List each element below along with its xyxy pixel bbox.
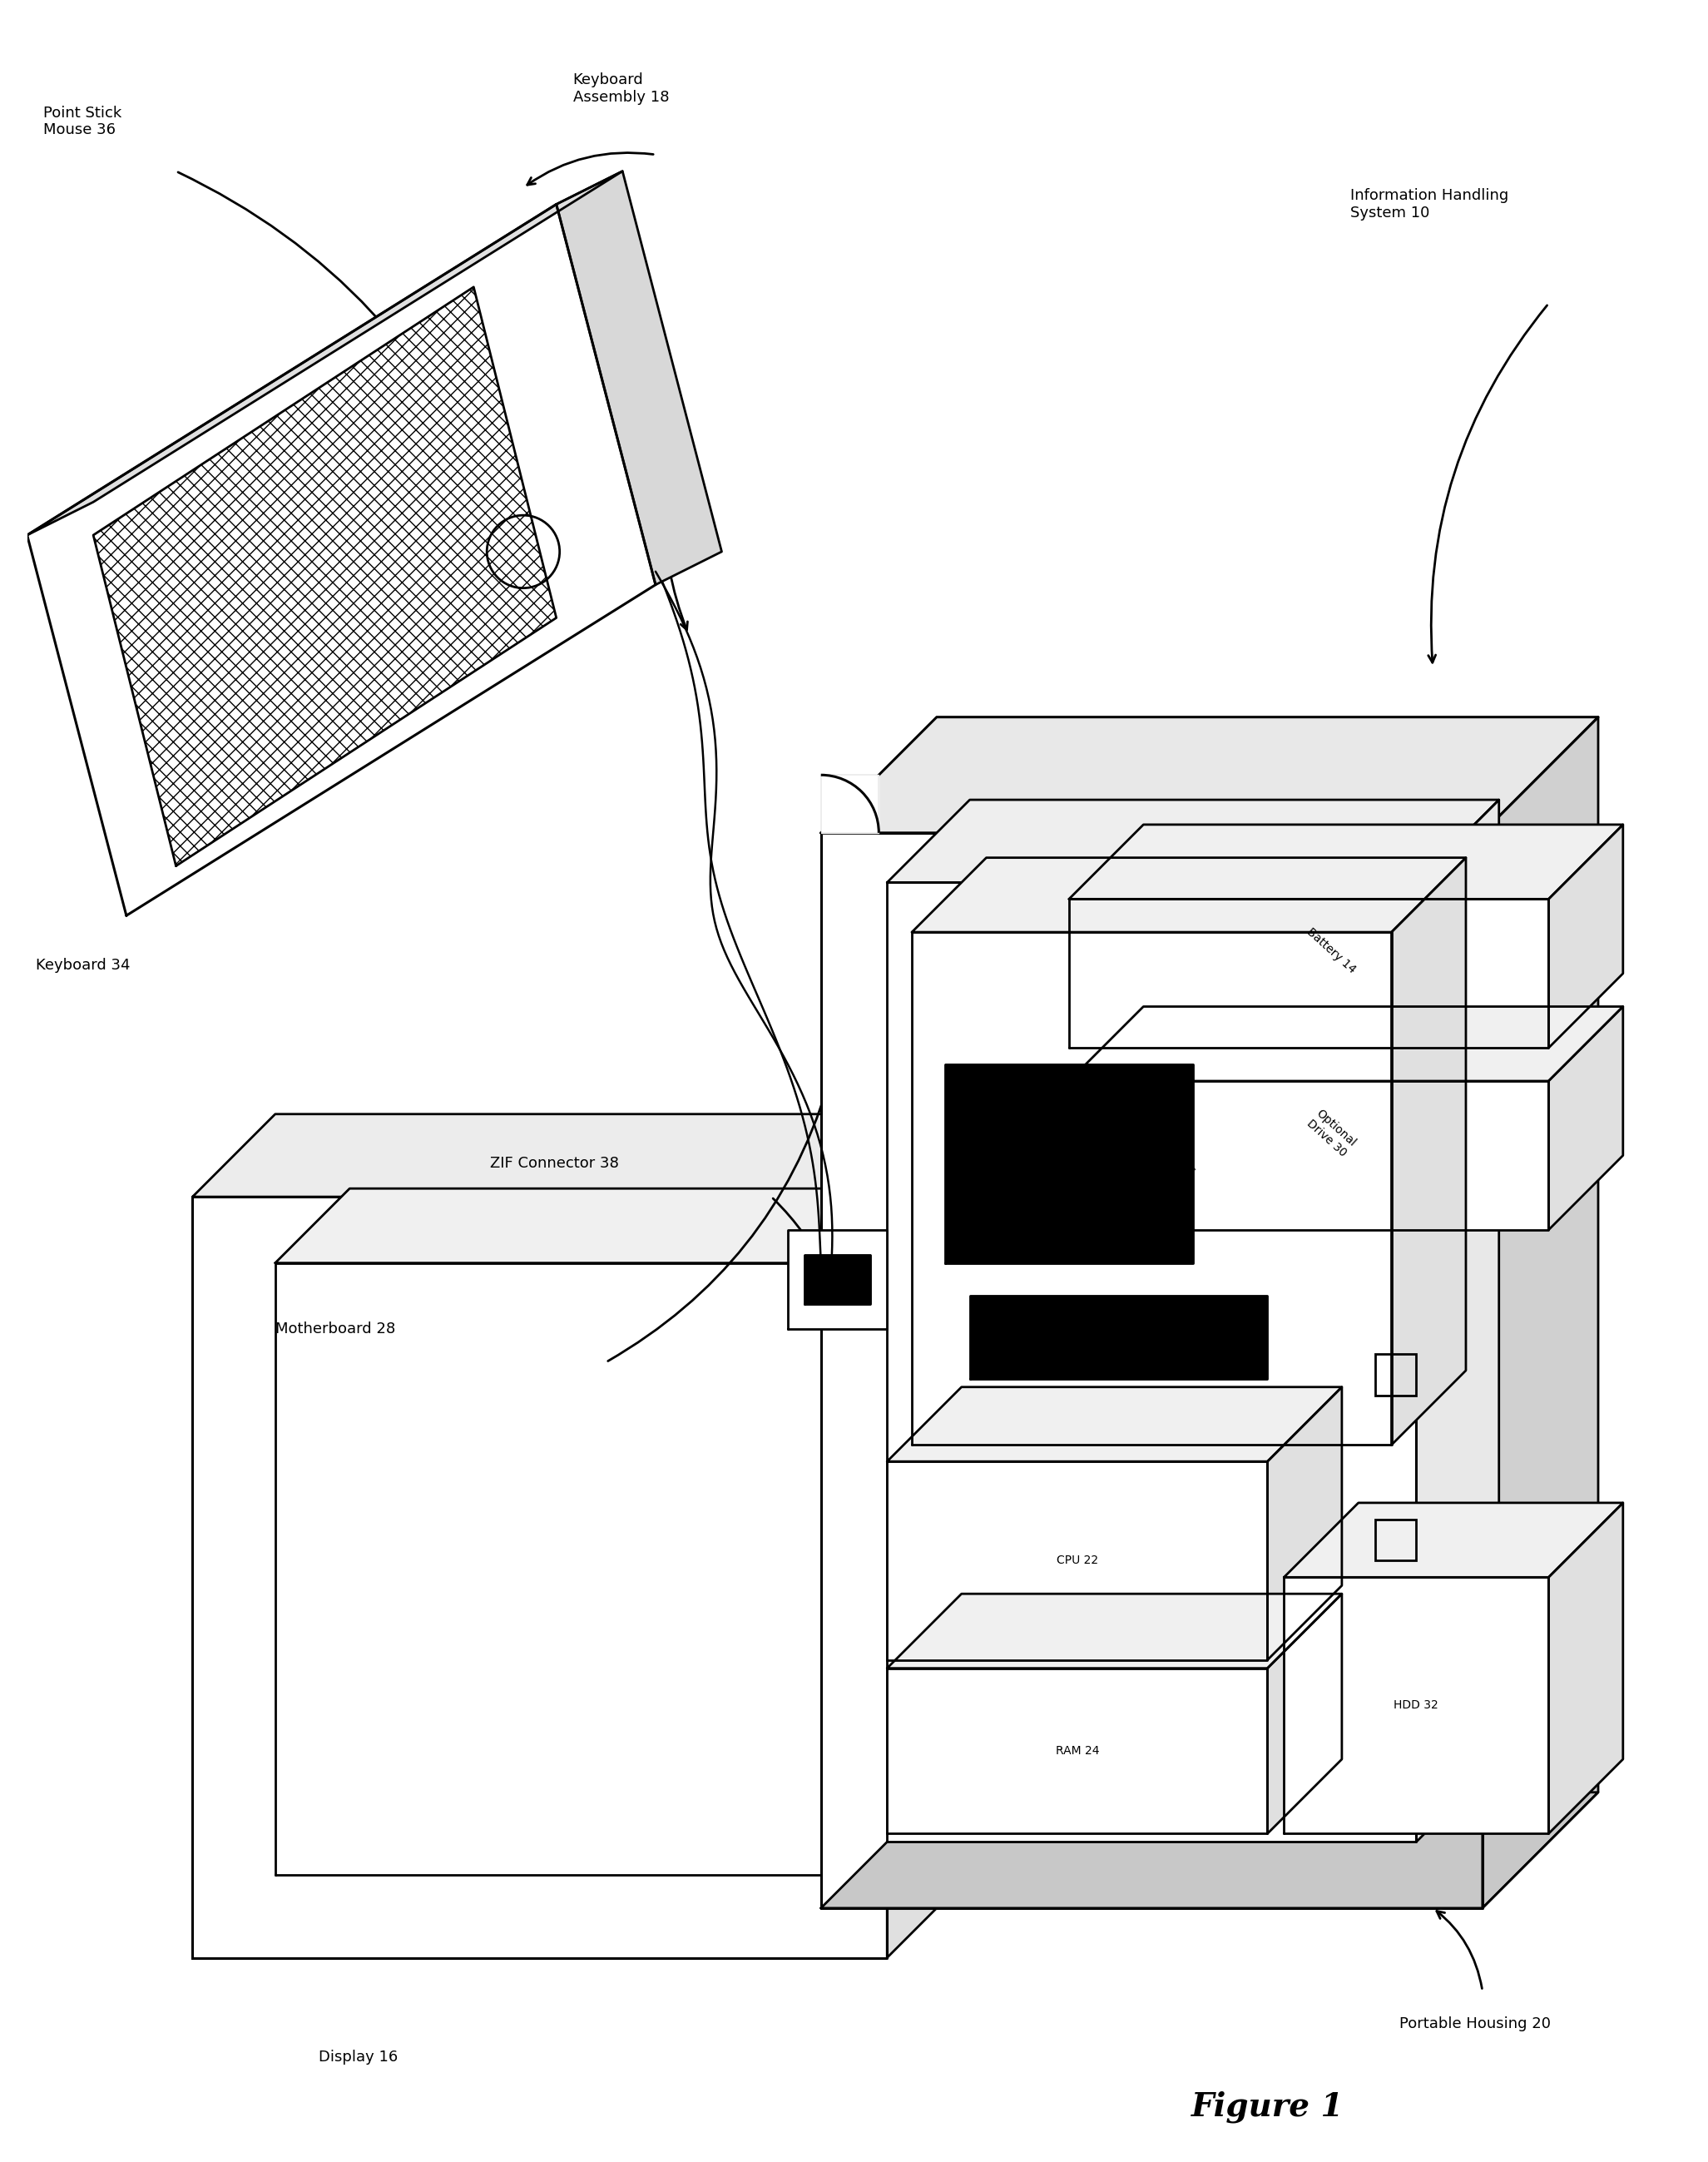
Text: ZIF Connector 38: ZIF Connector 38 [490, 1157, 618, 1172]
Text: Motherboard 28: Motherboard 28 [275, 1321, 395, 1336]
Text: Optional
Drive 30: Optional Drive 30 [1305, 1107, 1358, 1159]
Text: Figure 1: Figure 1 [1190, 2091, 1344, 2123]
Polygon shape [886, 1669, 1267, 1833]
Text: Point Stick
Mouse 36: Point Stick Mouse 36 [44, 106, 121, 138]
Text: HDD 32: HDD 32 [1394, 1699, 1438, 1712]
Text: Chipset 26: Chipset 26 [1143, 1129, 1197, 1178]
Polygon shape [1267, 1388, 1342, 1660]
Polygon shape [27, 171, 622, 536]
Polygon shape [837, 1189, 912, 1874]
Polygon shape [275, 1263, 837, 1874]
Polygon shape [886, 1388, 1342, 1462]
Polygon shape [822, 1792, 1599, 1909]
Polygon shape [886, 1593, 1342, 1669]
Polygon shape [1069, 1007, 1623, 1081]
Polygon shape [822, 718, 1599, 832]
Polygon shape [27, 203, 656, 915]
Polygon shape [1069, 1081, 1549, 1230]
Polygon shape [557, 171, 722, 584]
Polygon shape [804, 1254, 871, 1304]
Polygon shape [886, 882, 1416, 1842]
Polygon shape [193, 1113, 970, 1198]
Polygon shape [886, 800, 1500, 882]
Polygon shape [1549, 1007, 1623, 1230]
Polygon shape [1069, 899, 1549, 1049]
Polygon shape [1483, 718, 1599, 1909]
Polygon shape [1416, 800, 1500, 1842]
Polygon shape [912, 858, 1465, 932]
Bar [1375, 1353, 1416, 1394]
Polygon shape [275, 1189, 912, 1263]
Text: Display 16: Display 16 [318, 2050, 398, 2065]
Polygon shape [1284, 1578, 1549, 1833]
Polygon shape [970, 1295, 1267, 1379]
Polygon shape [1267, 1593, 1342, 1833]
Polygon shape [1284, 1503, 1623, 1578]
Text: Battery 14: Battery 14 [1305, 925, 1358, 975]
Polygon shape [1549, 824, 1623, 1049]
Polygon shape [1392, 858, 1465, 1444]
Text: Unified Keyboard
Cable 12: Unified Keyboard Cable 12 [622, 290, 654, 417]
Polygon shape [886, 1113, 970, 1959]
Text: RAM 24: RAM 24 [1056, 1745, 1098, 1758]
Polygon shape [1069, 824, 1623, 899]
Polygon shape [822, 774, 880, 832]
Text: Portable Housing 20: Portable Housing 20 [1401, 2017, 1551, 2032]
Polygon shape [912, 932, 1392, 1444]
Polygon shape [787, 1230, 886, 1330]
Polygon shape [945, 1064, 1192, 1263]
Polygon shape [804, 1254, 871, 1304]
Polygon shape [822, 832, 1483, 1909]
Text: Information Handling
System 10: Information Handling System 10 [1349, 188, 1508, 221]
Polygon shape [1549, 1503, 1623, 1833]
Polygon shape [94, 288, 557, 867]
Polygon shape [193, 1198, 886, 1959]
Text: Keyboard 34: Keyboard 34 [36, 958, 130, 973]
Bar [1375, 1520, 1416, 1561]
Text: Keyboard
Assembly 18: Keyboard Assembly 18 [572, 71, 670, 104]
Polygon shape [886, 1462, 1267, 1660]
Text: CPU 22: CPU 22 [1057, 1554, 1098, 1567]
